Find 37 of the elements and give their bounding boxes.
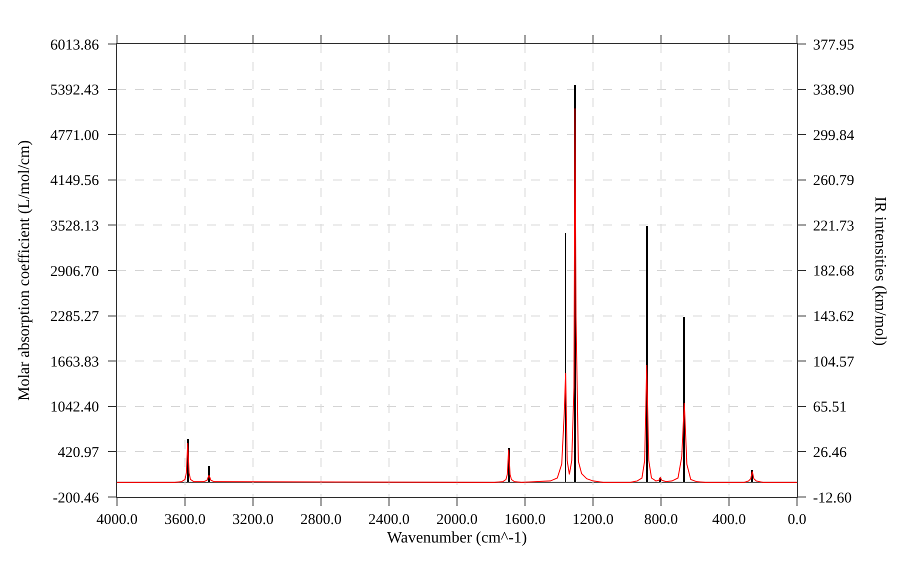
y2-tick-label: 182.68 (813, 264, 854, 280)
x-tick-label: 1600.0 (504, 512, 546, 528)
x-axis-title: Wavenumber (cm^-1) (387, 530, 527, 547)
x-tick-label: 4000.0 (96, 512, 138, 528)
y2-tick-label: 299.84 (813, 128, 855, 144)
y-tick-label: -200.46 (52, 490, 100, 506)
x-tick-label: 1200.0 (572, 512, 614, 528)
x-tick-label: 2800.0 (300, 512, 342, 528)
x-tick-label: 2400.0 (368, 512, 410, 528)
y2-tick-label: 260.79 (813, 173, 854, 190)
y-tick-label: 420.97 (58, 444, 100, 461)
y-axis-title: Molar absorption coefficient (L/mol/cm) (16, 140, 34, 401)
y-tick-label: 4149.56 (50, 173, 100, 190)
y-tick-label: 2285.27 (50, 309, 100, 326)
y2-axis-title: IR intensities (km/mol) (872, 196, 888, 346)
x-tick-label: 2000.0 (436, 512, 478, 528)
y2-tick-label: 221.73 (813, 218, 854, 234)
y-tick-label: 3528.13 (50, 218, 99, 234)
y2-tick-label: 104.57 (813, 354, 855, 370)
x-tick-label: 400.0 (712, 512, 746, 528)
x-tick-label: 800.0 (644, 512, 678, 528)
x-tick-label: 0.0 (788, 512, 806, 528)
y-tick-label: 4771.00 (50, 128, 99, 144)
y-tick-label: 5392.43 (50, 82, 99, 99)
y2-tick-label: 377.95 (813, 37, 854, 54)
line-series (117, 108, 797, 483)
y-tick-label: 1663.83 (50, 354, 99, 370)
y-tick-label: 6013.86 (50, 37, 100, 54)
x-tick-label: 3600.0 (164, 512, 206, 528)
y2-tick-label: 65.51 (813, 400, 847, 416)
y2-tick-label: 26.46 (813, 444, 848, 461)
y2-tick-label: 338.90 (813, 82, 854, 99)
y-tick-label: 1042.40 (50, 400, 99, 416)
y2-tick-label: 143.62 (813, 309, 854, 326)
x-tick-label: 3200.0 (232, 512, 274, 528)
y2-tick-label: -12.60 (813, 490, 852, 506)
y-tick-label: 2906.70 (50, 264, 99, 280)
